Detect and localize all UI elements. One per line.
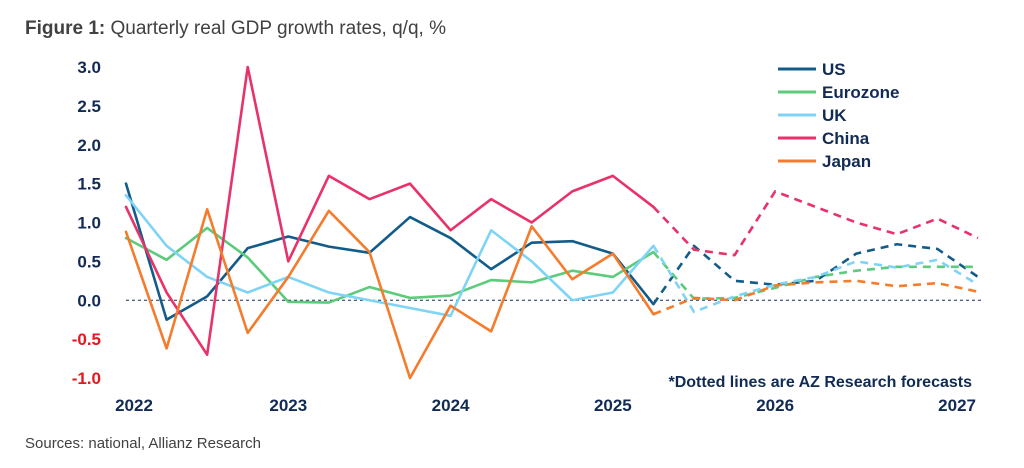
- y-tick-label: 1.5: [77, 175, 101, 194]
- y-tick-label: 3.0: [77, 58, 101, 77]
- legend-label-eurozone: Eurozone: [822, 83, 899, 102]
- series-line-eurozone: [124, 226, 655, 304]
- series-forecast-uk: [652, 245, 979, 314]
- figure-title-text: Figure 1: Quarterly real GDP growth rate…: [25, 18, 446, 40]
- x-tick-label: 2024: [432, 396, 470, 415]
- source-text: Sources: national, Allianz Research: [25, 435, 261, 452]
- figure-title: Quarterly real GDP growth rates, q/q, %: [110, 18, 446, 39]
- series-line-japan: [124, 207, 655, 380]
- y-tick-label: 0.5: [77, 252, 101, 271]
- series-forecast-japan: [652, 279, 979, 316]
- y-tick-label: 1.0: [77, 214, 101, 233]
- series-line-china: [124, 65, 655, 356]
- legend-label-us: US: [822, 60, 846, 79]
- series-forecast-eurozone: [652, 251, 978, 300]
- x-tick-label: 2026: [756, 396, 794, 415]
- y-tick-label: 0.0: [77, 291, 101, 310]
- legend-label-china: China: [822, 129, 870, 148]
- legend-label-uk: UK: [822, 106, 847, 125]
- x-tick-label: 2023: [269, 396, 307, 415]
- x-tick-label: 2025: [594, 396, 632, 415]
- series-lines: [124, 65, 979, 380]
- series-line-us: [124, 182, 655, 321]
- y-tick-label: 2.5: [77, 97, 101, 116]
- x-axis-ticks: 2022 2023 2024 2025 2026 2027: [115, 396, 976, 415]
- series-line-uk: [124, 193, 655, 318]
- legend-label-japan: Japan: [822, 152, 871, 171]
- series-forecast-china: [652, 190, 979, 257]
- figure-label: Figure 1:: [25, 18, 106, 39]
- y-axis-ticks: 3.0 2.5 2.0 1.5 1.0 0.5 0.0 -0.5 -1.0: [72, 58, 101, 388]
- x-tick-label: 2027: [938, 396, 976, 415]
- y-tick-label: -0.5: [72, 330, 101, 349]
- y-tick-label: 2.0: [77, 136, 101, 155]
- forecast-note: *Dotted lines are AZ Research forecasts: [668, 374, 972, 391]
- y-tick-label: -1.0: [72, 369, 101, 388]
- series-forecast-us: [652, 242, 979, 305]
- legend: US Eurozone UK China Japan: [778, 60, 899, 171]
- x-tick-label: 2022: [115, 396, 153, 415]
